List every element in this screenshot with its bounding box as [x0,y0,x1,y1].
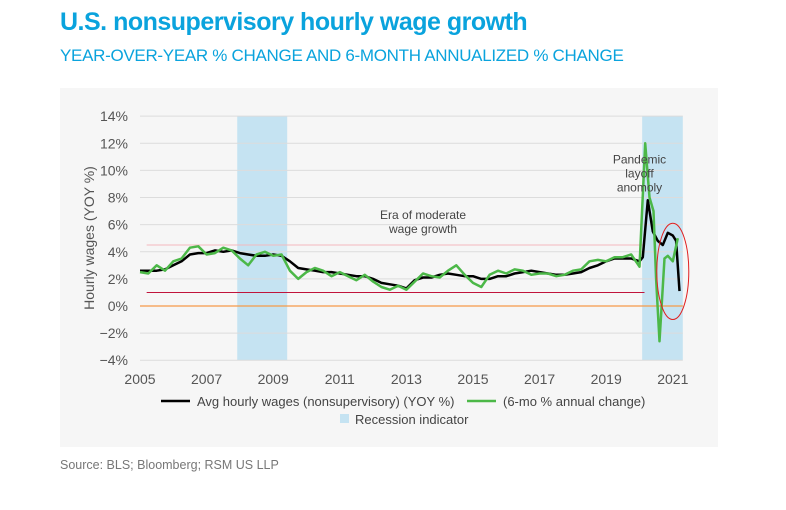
legend: Avg hourly wages (nonsupervisory) (YOY %… [161,394,645,427]
x-tick-label: 2007 [191,371,222,387]
highlight-ellipse [656,222,690,321]
annotation-text: layoff [625,167,654,181]
x-axis-ticks: 2005 2007 2009 2011 2013 2015 2017 2019 2021 [124,371,688,387]
y-axis-ticks: 14% 12% 10% 8% 6% 4% 2% 0% −2% −4% [100,108,128,368]
y-tick-label: 8% [108,190,128,206]
y-tick-label: 4% [108,244,128,260]
series-line-six_month [139,142,680,343]
x-tick-label: 2009 [258,371,289,387]
y-tick-label: 14% [100,108,128,124]
recession-band [237,116,288,361]
x-tick-label: 2011 [325,371,355,387]
legend-label-yoy: Avg hourly wages (nonsupervisory) (YOY %… [197,394,454,409]
y-tick-label: −4% [100,352,128,368]
y-tick-label: 10% [100,162,128,178]
recession-bands [237,116,683,361]
annotation-text: Era of moderate [380,208,466,222]
source-note: Source: BLS; Bloomberg; RSM US LLP [60,458,279,472]
y-tick-label: 12% [100,135,128,151]
x-tick-label: 2017 [524,371,555,387]
y-tick-label: 2% [108,271,128,287]
legend-label-recession: Recession indicator [355,412,469,427]
y-tick-label: −2% [100,325,128,341]
legend-label-six-month: (6-mo % annual change) [503,394,645,409]
gridlines [140,115,683,361]
x-tick-label: 2021 [657,371,688,387]
y-tick-label: 6% [108,217,128,233]
series-lines [139,142,690,343]
chart-subtitle: YEAR-OVER-YEAR % CHANGE AND 6-MONTH ANNU… [60,46,624,65]
x-tick-label: 2013 [391,371,422,387]
series-line-yoy [140,198,681,292]
chart-title: U.S. nonsupervisory hourly wage growth [60,8,528,36]
x-tick-label: 2019 [591,371,622,387]
recession-band [642,116,683,361]
annotation-text: wage growth [388,222,457,236]
x-tick-label: 2015 [457,371,488,387]
annotation-text: Pandemic [613,153,666,167]
legend-swatch-recession [340,414,349,423]
x-tick-label: 2005 [124,371,155,387]
reference-lines [140,244,683,307]
y-tick-label: 0% [108,298,128,314]
annotation-text: anomoly [617,181,662,195]
y-axis-label: Hourly wages (YOY %) [81,166,97,310]
